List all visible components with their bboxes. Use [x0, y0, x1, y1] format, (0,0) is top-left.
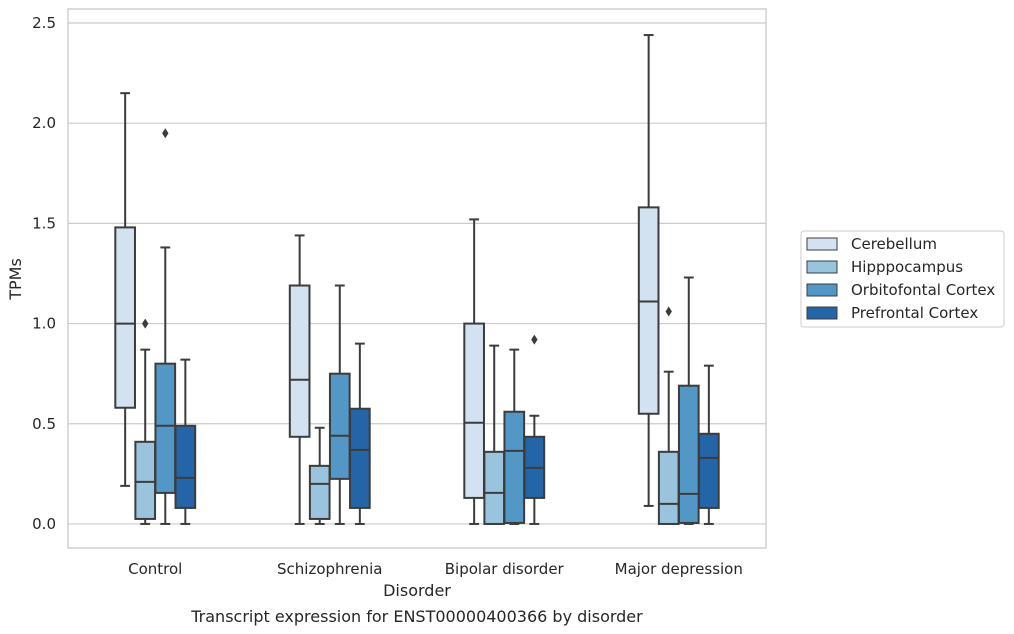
y-tick-label: 1.0	[32, 315, 56, 333]
y-tick-label: 2.0	[32, 114, 56, 132]
legend-swatch	[806, 237, 838, 251]
legend-label: Prefrontal Cortex	[851, 304, 978, 322]
box	[637, 206, 660, 415]
box-group	[637, 34, 660, 507]
box-group	[657, 306, 680, 525]
box-group	[154, 128, 177, 525]
box	[288, 284, 311, 438]
box	[174, 424, 197, 509]
legend-label: Orbitofontal Cortex	[851, 281, 995, 299]
plot-frame	[67, 8, 767, 549]
x-tick-label: Major depression	[615, 560, 743, 578]
legend-swatch	[806, 306, 838, 320]
outlier-point	[665, 306, 672, 317]
y-tick-label: 0.0	[32, 515, 56, 533]
box-group	[349, 342, 371, 525]
box-group	[677, 276, 700, 525]
box	[503, 410, 526, 524]
outlier-point	[531, 334, 538, 345]
x-tick-label: Schizophrenia	[277, 560, 382, 578]
y-axis-title: TPMs	[6, 258, 25, 301]
box	[677, 384, 700, 524]
box-group	[114, 92, 136, 487]
box	[463, 322, 485, 499]
legend-label: Cerebellum	[851, 235, 937, 253]
box	[657, 450, 680, 525]
box	[154, 362, 177, 494]
box	[349, 407, 371, 509]
box	[114, 226, 136, 409]
boxes	[114, 34, 720, 525]
x-tick-label: Bipolar disorder	[445, 560, 565, 578]
box-group	[328, 284, 351, 525]
y-tick-label: 2.5	[32, 14, 56, 32]
legend: Cerebellum Hipppocampus Orbitofontal Corte…	[800, 230, 1005, 328]
box-group	[288, 234, 311, 525]
box-group	[134, 318, 157, 525]
box-group	[174, 358, 197, 525]
chart-title: Transcript expression for ENST0000040036…	[190, 607, 643, 626]
y-tick-labels: 0.0 0.5 1.0 1.5 2.0 2.5	[32, 14, 56, 533]
x-axis-title: Disorder	[383, 581, 451, 600]
box	[328, 372, 351, 480]
legend-swatch	[806, 260, 838, 274]
outlier-point	[162, 128, 169, 139]
box-group	[463, 218, 485, 525]
gridlines	[68, 22, 766, 525]
legend-swatch	[806, 283, 838, 297]
box	[698, 432, 720, 509]
box	[308, 464, 331, 520]
box	[134, 440, 157, 520]
outlier-point	[142, 318, 149, 329]
box	[483, 450, 506, 525]
box-group	[483, 344, 506, 525]
x-tick-labels: Control Schizophrenia Bipolar disorder Majo…	[128, 560, 743, 578]
box-group	[503, 348, 526, 525]
box-group	[698, 364, 720, 525]
box-group	[523, 334, 546, 525]
legend-label: Hipppocampus	[851, 258, 963, 276]
y-tick-label: 0.5	[32, 415, 56, 433]
box-group	[308, 426, 331, 525]
y-tick-label: 1.5	[32, 214, 56, 232]
x-tick-label: Control	[128, 560, 182, 578]
legend-frame	[800, 230, 1005, 328]
